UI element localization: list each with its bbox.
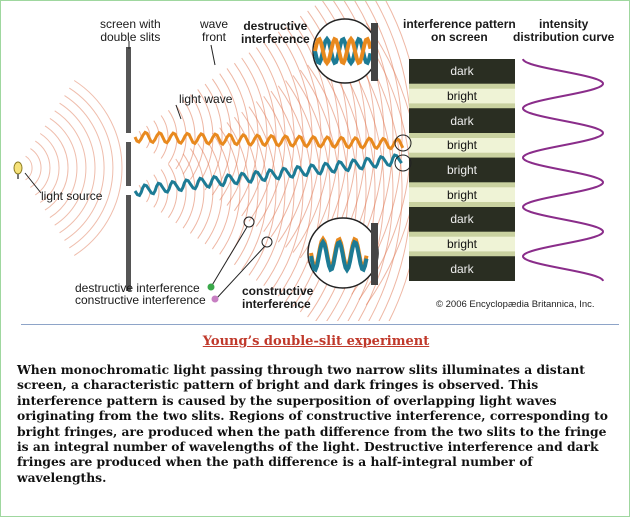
light-source-icon	[13, 161, 23, 179]
source-arc	[35, 140, 51, 196]
wavefront-arc	[270, 36, 304, 238]
wavefront-arc	[292, 75, 331, 307]
slit-screen	[126, 47, 131, 291]
wave-front-label: wave front	[200, 17, 229, 44]
source-arc	[64, 95, 105, 241]
wavefront-arc	[197, 143, 214, 239]
wavefront-arc	[248, 52, 277, 222]
source-arc	[69, 87, 114, 249]
legend-constructive-label: constructive interference	[75, 293, 206, 307]
fringe-label: dark	[450, 113, 474, 128]
constructive-legend-dot	[211, 295, 219, 303]
source-arc	[25, 155, 33, 181]
wavefront-arc	[189, 148, 205, 234]
fringe-band	[409, 157, 515, 183]
fringe-label: bright	[446, 89, 478, 103]
wavefront-arc	[241, 57, 268, 217]
wavefront-arc	[299, 69, 340, 313]
wavefront-arc	[182, 153, 196, 229]
intensity-curve-label: intensity distribution curve	[513, 17, 615, 44]
wavefront-arc	[263, 96, 295, 286]
wavefront-arc	[263, 42, 295, 232]
fringe-band	[409, 207, 515, 232]
wavefront-arc	[211, 132, 232, 250]
fringe-label: bright	[446, 237, 478, 251]
wavefront-arc	[160, 115, 169, 159]
fringe-band	[409, 59, 515, 84]
wavefront-arc	[241, 111, 268, 271]
orange-light-wave	[133, 130, 405, 151]
wavefront-arc	[204, 137, 223, 245]
source-arc	[54, 110, 87, 226]
interference-screen	[409, 59, 515, 281]
wavefront-arc	[182, 99, 196, 175]
destructive-zoom-inset	[312, 18, 378, 84]
wavefront-arc	[226, 68, 250, 206]
destructive-interference-label: destructive interference	[241, 19, 310, 46]
screen-double-slits-label: screen with double slits	[100, 17, 161, 44]
constructive-interference-label: constructive interference	[242, 284, 314, 311]
intensity-distribution-curve	[521, 58, 605, 282]
constructive-zoom-inset	[307, 217, 379, 289]
double-slit-diagram	[13, 1, 605, 321]
destructive-legend-dot	[207, 283, 215, 291]
fringe-label: dark	[450, 212, 474, 227]
wavefront-arc	[292, 21, 331, 253]
fringe-band	[409, 256, 515, 281]
fringe-label: bright	[446, 187, 478, 202]
interference-pattern-label: interference pattern on screen	[403, 17, 516, 44]
fringe-band	[409, 108, 515, 133]
source-arc	[39, 133, 60, 203]
wavefront-arc	[307, 64, 349, 318]
wavefront-arc	[336, 43, 385, 321]
leader-lines	[24, 41, 266, 300]
copyright-notice: © 2006 Encyclopædia Britannica, Inc.	[436, 299, 595, 310]
wavefront-arc	[167, 164, 178, 218]
wavefront-arc	[321, 54, 367, 321]
wavefront-arc	[270, 90, 304, 292]
source-arc	[59, 102, 96, 234]
divider	[21, 324, 619, 325]
wavefront-arc	[285, 80, 322, 302]
legend-destructive-label: destructive interference	[75, 281, 200, 295]
teal-light-wave	[133, 153, 403, 198]
wavefront-arc	[285, 26, 322, 248]
wavefront-arc	[248, 106, 277, 276]
caption-title: Young’s double-slit experiment	[202, 334, 430, 349]
source-arc	[44, 125, 69, 211]
fringe-label: bright	[446, 138, 478, 153]
wavefront-arc	[314, 59, 358, 321]
source-arc	[73, 80, 123, 256]
light-source-label: light source	[41, 189, 103, 203]
wavefront-arc	[343, 38, 394, 321]
wavefront-arc	[329, 48, 376, 321]
wavefront-arc	[255, 101, 286, 281]
wavefront-arc	[175, 158, 187, 224]
wavefront-arc	[153, 120, 160, 154]
wavefront-arc	[219, 127, 241, 255]
fringe-label: dark	[450, 261, 474, 276]
caption-body: When monochromatic light passing through…	[17, 362, 608, 485]
pointer-circles	[243, 134, 412, 248]
light-wave-label: light wave	[179, 92, 233, 106]
source-arc	[49, 117, 78, 219]
source-wavefront-arcs	[25, 80, 123, 256]
wavefront-arc	[277, 85, 313, 297]
fringe-label: bright	[446, 163, 478, 177]
fringe-label: dark	[450, 64, 474, 79]
wavefront-arc	[153, 174, 160, 208]
